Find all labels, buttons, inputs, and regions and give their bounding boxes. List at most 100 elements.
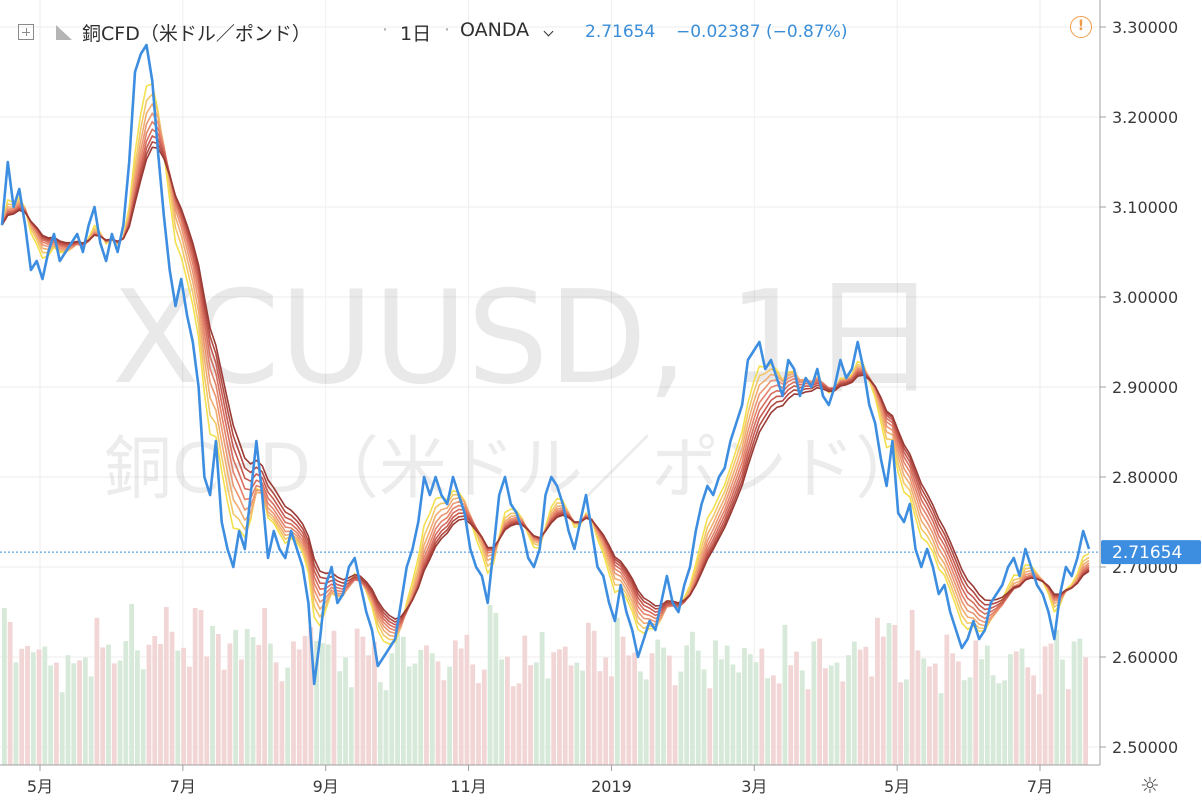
volume-bar xyxy=(776,683,782,765)
volume-bar xyxy=(163,607,169,765)
volume-bar xyxy=(770,675,776,765)
volume-bar xyxy=(429,653,435,765)
volume-bar xyxy=(1019,648,1025,765)
volume-bar xyxy=(325,644,331,765)
exchange-label[interactable]: OANDA xyxy=(460,19,530,41)
volume-bar xyxy=(337,671,343,765)
volume-bar xyxy=(395,628,400,765)
volume-bar xyxy=(123,641,129,765)
symbol-title[interactable]: 銅CFD（米ドル／ポンド） xyxy=(82,23,311,45)
volume-bar xyxy=(580,670,585,765)
volume-bar xyxy=(1036,694,1042,765)
volume-bar xyxy=(834,662,840,765)
volume-bar xyxy=(788,665,794,765)
volume-bar xyxy=(447,666,452,765)
volume-bar xyxy=(759,648,765,765)
time-tick-label: 9月 xyxy=(313,777,339,796)
volume-bar xyxy=(65,655,71,765)
volume-bar xyxy=(927,666,932,765)
volume-bar xyxy=(273,662,279,765)
volume-bar xyxy=(54,662,59,765)
volume-bar xyxy=(805,689,811,765)
volume-bar xyxy=(412,663,418,765)
volume-bar xyxy=(967,677,973,765)
volume-bar xyxy=(880,636,886,765)
volume-bar xyxy=(71,663,77,765)
volume-bar xyxy=(360,636,366,765)
volume-bar xyxy=(678,671,684,765)
volume-bar xyxy=(932,663,938,765)
volume-bar xyxy=(510,686,516,765)
volume-bar xyxy=(418,650,424,765)
volume-bar xyxy=(308,627,314,765)
volume-bar xyxy=(632,652,638,765)
volume-bar xyxy=(88,676,94,765)
volume-bar xyxy=(869,676,875,765)
volume-bar xyxy=(239,659,244,765)
plus-icon[interactable] xyxy=(18,24,34,40)
volume-bar xyxy=(158,644,163,765)
volume-bar xyxy=(736,672,742,765)
volume-bar xyxy=(36,649,42,765)
price-tick-label: 3.00000 xyxy=(1112,288,1178,307)
volume-bar xyxy=(909,610,915,765)
volume-bar xyxy=(499,659,505,765)
alert-icon[interactable]: ! xyxy=(1070,16,1092,38)
volume-bar xyxy=(528,665,533,765)
volume-bar xyxy=(267,643,273,765)
volume-bar xyxy=(30,652,36,765)
volume-bar xyxy=(742,648,747,765)
volume-bar xyxy=(713,640,718,765)
volume-bar xyxy=(314,641,320,765)
volume-bar xyxy=(1077,638,1083,765)
time-axis[interactable]: 5月 7月 9月 11月 2019 3月 5月 7月 xyxy=(0,764,1100,796)
price-tick-label: 2.50000 xyxy=(1112,738,1178,757)
volume-bar xyxy=(302,635,308,765)
volume-bar xyxy=(13,662,19,765)
volume-bar xyxy=(221,669,227,765)
volume-bar xyxy=(649,653,655,765)
volume-bar xyxy=(458,648,464,765)
time-tick-label: 11月 xyxy=(450,777,486,796)
volume-bar xyxy=(134,650,140,765)
volume-bar xyxy=(354,628,360,765)
volume-bar xyxy=(1071,641,1077,765)
volume-bar xyxy=(984,645,990,765)
interval-label[interactable]: 1日 xyxy=(400,23,432,45)
volume-bar xyxy=(990,675,996,765)
volume-bar xyxy=(643,679,649,765)
volume-bar xyxy=(256,645,262,765)
volume-bar xyxy=(331,630,337,765)
volume-bar xyxy=(875,617,880,765)
volume-bar xyxy=(94,617,100,765)
volume-bar xyxy=(886,623,892,765)
volume-bar xyxy=(1048,643,1054,765)
volume-bar xyxy=(77,660,82,765)
volume-bar xyxy=(106,644,111,765)
time-tick-label: 7月 xyxy=(1027,777,1053,796)
volume-bar xyxy=(661,647,666,765)
volume-bar xyxy=(291,641,296,765)
volume-bar xyxy=(707,688,713,765)
volume-bar xyxy=(915,650,921,765)
volume-bar xyxy=(140,669,146,765)
volume-bar xyxy=(944,634,950,765)
volume-bar xyxy=(626,655,632,765)
price-axis[interactable]: 3.30000 3.20000 3.10000 3.00000 2.90000 2.800… xyxy=(1099,0,1178,765)
volume-bar xyxy=(493,613,499,765)
price-tick-label: 3.10000 xyxy=(1112,198,1178,217)
gear-icon[interactable]: ☼ xyxy=(1140,774,1160,799)
volume-bar xyxy=(620,636,626,765)
price-tick-label: 2.60000 xyxy=(1112,648,1178,667)
volume-bar xyxy=(372,641,377,765)
price-series-line xyxy=(0,43,1091,686)
time-tick-label: 5月 xyxy=(27,777,53,796)
volume-bar xyxy=(950,653,956,765)
volume-bar xyxy=(724,645,730,765)
volume-bar xyxy=(152,636,158,765)
volume-bar xyxy=(117,660,123,765)
volume-bars xyxy=(2,604,1088,765)
volume-bar xyxy=(1031,675,1036,765)
watermark-description: 銅CFD（米ドル／ポンド） xyxy=(104,430,923,509)
